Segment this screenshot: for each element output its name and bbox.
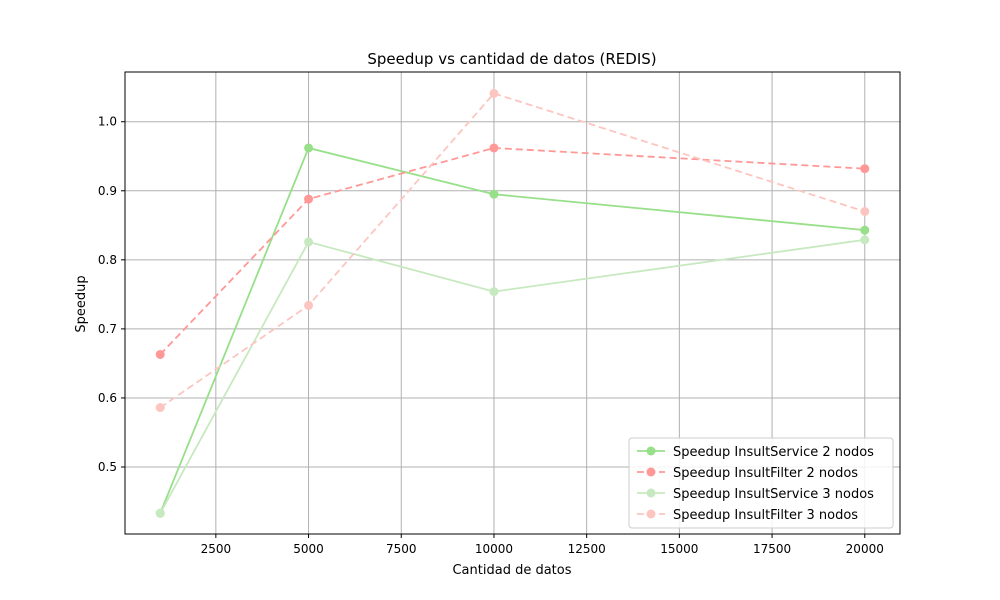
series-line [159,238,865,514]
x-tick-label: 7500 [386,542,417,556]
legend-label: Speedup InsultFilter 2 nodos [673,466,858,481]
series-3 [155,235,870,518]
data-point [489,88,499,98]
legend: Speedup InsultService 2 nodos Speedup Ins… [628,437,894,529]
y-tick-label: 0.8 [98,253,117,267]
y-tick-label: 0.6 [98,391,117,405]
legend-label: Speedup InsultService 2 nodos [673,445,874,460]
x-tick-label: 10000 [475,542,513,556]
data-point [860,206,870,216]
x-tick-label: 5000 [293,542,324,556]
legend-marker [646,467,656,477]
data-point [155,349,165,359]
y-axis-ticks: 0.5 0.6 0.7 0.8 0.9 1.0 [98,115,125,474]
series-layer [155,88,870,518]
data-point [860,164,870,174]
series-2 [155,143,870,359]
data-point [489,189,499,199]
data-point [489,143,499,153]
plot-frame [124,71,901,535]
x-tick-label: 15000 [660,542,698,556]
y-tick-label: 1.0 [98,115,117,129]
chart-title: Speedup vs cantidad de datos (REDIS) [367,50,656,68]
x-axis-label: Cantidad de datos [452,563,571,578]
data-point [304,194,314,204]
grid-lines [125,72,900,534]
data-point [860,235,870,245]
x-tick-label: 12500 [568,542,606,556]
y-axis-label: Speedup [74,275,89,332]
x-axis-ticks: 2500 5000 7500 10000 12500 15000 17500 20000 [201,534,884,556]
x-tick-label: 2500 [201,542,232,556]
x-tick-label: 20000 [846,542,884,556]
legend-box [628,437,894,529]
series-4 [155,88,870,413]
y-tick-label: 0.5 [98,460,117,474]
series-line [159,146,865,514]
data-point [155,508,165,518]
data-point [155,403,165,413]
series-line [159,147,865,356]
data-point [304,237,314,247]
data-point [489,287,499,297]
data-point [860,225,870,235]
x-tick-label: 17500 [753,542,791,556]
y-tick-label: 0.7 [98,322,117,336]
legend-marker [646,488,656,498]
legend-marker [646,509,656,519]
legend-label: Speedup InsultFilter 3 nodos [673,508,858,523]
data-point [304,300,314,310]
legend-label: Speedup InsultService 3 nodos [673,487,874,502]
legend-marker [646,446,656,456]
series-line [159,92,866,409]
data-point [304,143,314,153]
y-tick-label: 0.9 [98,184,117,198]
